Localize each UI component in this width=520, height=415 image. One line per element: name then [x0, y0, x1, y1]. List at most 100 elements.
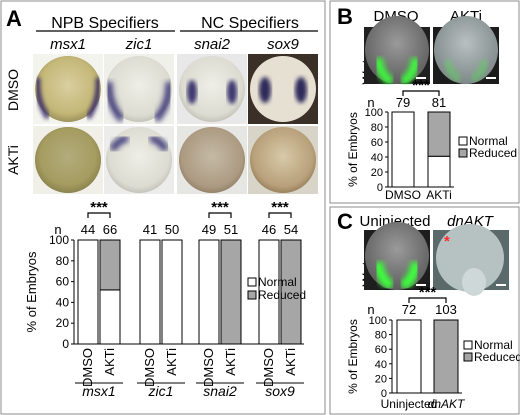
embryo-sox9-dmso: [248, 54, 318, 124]
n-value: 44: [81, 222, 95, 237]
legend-swatch: [458, 136, 468, 146]
x-category-label: AKTi: [164, 348, 179, 376]
significance-bracket: [408, 297, 447, 303]
gene-label-zic1: zic1: [125, 36, 153, 53]
y-tick-label: 0: [377, 182, 383, 194]
n-value: 81: [432, 95, 446, 110]
bar-reduced-segment: [427, 111, 451, 157]
n-value: 54: [284, 222, 298, 237]
significance-stars: ***: [90, 199, 108, 216]
significance-bracket: [208, 212, 232, 218]
injection-side-marker: *: [444, 233, 450, 250]
significance-stars: ***: [211, 199, 229, 216]
y-tick-label: 100: [49, 233, 69, 247]
y-tick-label: 0: [381, 388, 387, 400]
y-tick-label: 60: [375, 344, 387, 356]
significance-stars: ***: [419, 284, 437, 301]
x-category-label: AKTi: [102, 348, 117, 376]
gene-label-snai2: snai2: [194, 36, 231, 53]
embryo-msx1-dmso: [33, 54, 103, 124]
legend-swatch: [463, 340, 473, 350]
x-category-label: DMSO: [142, 348, 157, 387]
bar-normal-segment: [396, 319, 422, 394]
embryo-zic1-akti: [104, 126, 174, 194]
significance-bracket: [402, 90, 440, 96]
x-category-label: DMSO: [80, 348, 95, 387]
x-category-label: dnAKT: [428, 397, 466, 411]
gene-label-sox9: sox9: [267, 36, 299, 53]
row-label-akti: AKTi: [5, 145, 21, 175]
bar-normal-segment: [427, 155, 451, 188]
bar-normal-segment: [391, 111, 415, 188]
y-tick-label: 80: [56, 254, 70, 268]
scale-bar: [486, 77, 496, 79]
legend-label: Reduced: [469, 146, 517, 160]
y-tick-label: 60: [56, 275, 70, 289]
x-category-label: DMSO: [385, 188, 421, 202]
bar-reduced-segment: [99, 239, 121, 291]
n-value: 51: [224, 222, 238, 237]
x-category-label: AKTi: [283, 348, 298, 376]
group-gene-label: msx1: [82, 383, 115, 399]
n-value: 79: [396, 95, 410, 110]
n-label: n: [367, 302, 374, 317]
panel-b-chart: 0 20 40 60 80 100 % of Embryos n 79 DMSO 81 AKTi ***…: [346, 77, 517, 202]
wnt-reporter-akti-image: [433, 16, 499, 84]
y-tick-label: 100: [369, 315, 387, 327]
panel-c-letter: C: [337, 209, 353, 234]
y-tick-label: 60: [371, 137, 383, 149]
scale-bar: [496, 284, 506, 286]
y-tick-label: 100: [365, 107, 383, 119]
panel-c-image-label-dnakt: dnAKT: [447, 213, 495, 230]
n-value: 41: [143, 222, 157, 237]
legend-label: Normal: [469, 134, 508, 148]
bar-normal-segment: [99, 289, 121, 345]
significance-bracket: [87, 212, 111, 218]
x-category-label: AKTi: [223, 348, 238, 376]
legend-label: Reduced: [474, 350, 520, 364]
n-value: 50: [165, 222, 179, 237]
y-tick-label: 0: [62, 337, 69, 351]
panel-c-chart: 0 20 40 60 80 100 % of Embryos n 72 Uninjected 103…: [346, 284, 520, 411]
embryo-sox9-akti: [248, 126, 318, 194]
group-gene-label: snai2: [203, 383, 237, 399]
y-tick-label: 80: [371, 122, 383, 134]
y-tick-label: 40: [56, 295, 70, 309]
bar-reduced-segment: [220, 239, 242, 345]
y-tick-label: 20: [371, 167, 383, 179]
n-value: 49: [202, 222, 216, 237]
n-value: 103: [435, 302, 457, 317]
n-value: 46: [262, 222, 276, 237]
gene-label-msx1: msx1: [50, 36, 86, 53]
significance-stars: ***: [412, 77, 430, 94]
y-tick-label: 40: [375, 359, 387, 371]
y-axis-label: % of Embryos: [346, 319, 360, 394]
legend-label: Normal: [258, 275, 297, 289]
y-tick-label: 20: [56, 316, 70, 330]
x-category-label: Uninjected: [381, 397, 438, 411]
group-gene-label: sox9: [265, 383, 295, 399]
panel-a-chart: msx1 zic1 snai2 sox9 0 20 40 60 80 100 % of Embryo…: [24, 199, 306, 399]
y-tick-label: 80: [375, 330, 387, 342]
bar-normal-segment: [258, 239, 280, 345]
legend-swatch: [458, 148, 468, 158]
legend-swatch: [247, 290, 257, 300]
panel-a-frame: [0, 0, 326, 415]
bar-normal-segment: [139, 239, 161, 345]
scale-bar: [416, 77, 426, 79]
nc-group-label: NC Specifiers: [201, 15, 299, 32]
y-tick-label: 20: [375, 373, 387, 385]
embryo-snai2-dmso: [177, 54, 247, 124]
significance-stars: ***: [271, 199, 289, 216]
embryo-snai2-akti: [177, 126, 247, 194]
npb-group-label: NPB Specifiers: [51, 15, 159, 32]
wnt-reporter-uninjected-image: [364, 222, 430, 291]
bar-reduced-segment: [433, 319, 459, 394]
bar-normal-segment: [198, 239, 220, 345]
n-value: 72: [402, 302, 416, 317]
x-category-label: AKTi: [426, 188, 452, 202]
y-axis-label: % of Embryos: [346, 112, 360, 187]
x-category-label: DMSO: [201, 348, 216, 387]
bar-normal-segment: [161, 239, 183, 345]
